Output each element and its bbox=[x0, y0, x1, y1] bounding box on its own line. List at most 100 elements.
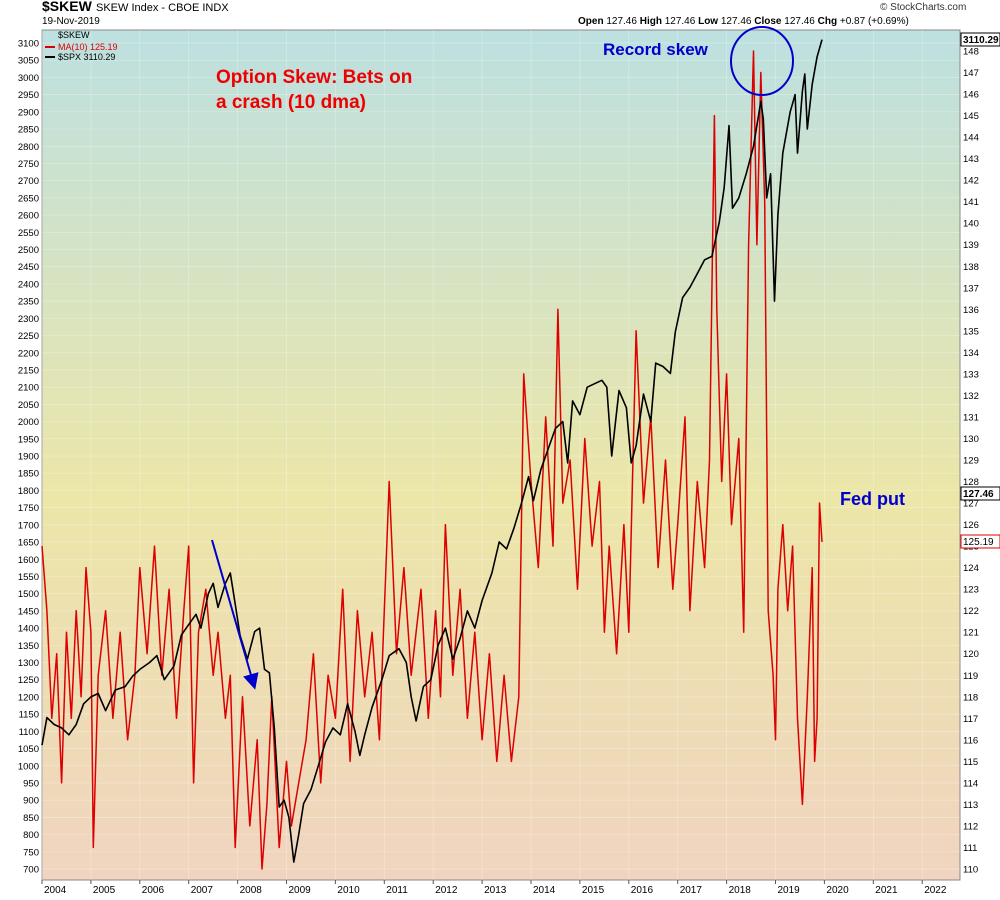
annotation-fed-put: Fed put bbox=[840, 489, 905, 509]
ma-price-tag-box bbox=[960, 534, 1000, 549]
x-tick-label: 2011 bbox=[386, 885, 408, 896]
left-tick-label: 1350 bbox=[18, 641, 39, 652]
chg-label: Chg bbox=[817, 16, 838, 27]
ohlc-readout: Open 127.46 High 127.46 Low 127.46 Close… bbox=[578, 16, 909, 27]
legend-title: $SKEW bbox=[58, 30, 90, 40]
left-tick-label: 2750 bbox=[18, 159, 39, 170]
series-layer bbox=[41, 39, 823, 870]
spx-price-tag: 3110.29 bbox=[963, 35, 999, 46]
left-tick-label: 1150 bbox=[19, 710, 39, 721]
left-tick-label: 3100 bbox=[18, 39, 39, 50]
chg-value: +0.87 (+0.69%) bbox=[839, 16, 909, 27]
right-tick-label: 132 bbox=[963, 391, 979, 402]
left-axis: 700 750 800 850 900 950 1000 1050 1100 1150 1200 12… bbox=[18, 39, 39, 876]
right-tick-label: 144 bbox=[963, 133, 979, 144]
right-tick-label: 111 bbox=[963, 843, 977, 854]
left-tick-label: 2800 bbox=[18, 142, 39, 153]
left-tick-label: 2100 bbox=[18, 383, 39, 394]
left-tick-label: 1200 bbox=[18, 692, 39, 703]
record-skew-circle bbox=[730, 26, 794, 96]
left-tick-label: 1300 bbox=[18, 658, 39, 669]
left-tick-label: 2450 bbox=[18, 262, 39, 273]
right-tick-label: 114 bbox=[963, 778, 978, 789]
right-tick-label: 118 bbox=[963, 692, 978, 703]
left-tick-label: 1550 bbox=[18, 572, 39, 583]
right-axis: 110 111 112 113 114 115 116 117 118 119 120 121 122 1… bbox=[963, 47, 979, 876]
left-tick-label: 2300 bbox=[18, 314, 39, 325]
x-tick-label: 2008 bbox=[240, 885, 263, 896]
right-tick-label: 121 bbox=[963, 628, 979, 639]
close-value: 127.46 bbox=[784, 16, 815, 27]
left-tick-label: 2850 bbox=[18, 125, 39, 136]
right-tick-label: 117 bbox=[963, 714, 978, 725]
x-tick-label: 2014 bbox=[533, 885, 556, 896]
ma-price-tag: 125.19 bbox=[963, 537, 994, 548]
left-tick-label: 2250 bbox=[18, 331, 39, 342]
right-tick-label: 138 bbox=[963, 262, 979, 273]
symbol-label: $SKEW bbox=[42, 0, 92, 14]
left-tick-label: 2700 bbox=[18, 176, 39, 187]
left-tick-label: 2150 bbox=[18, 365, 39, 376]
x-tick-label: 2019 bbox=[778, 885, 801, 896]
left-tick-label: 1950 bbox=[18, 434, 39, 445]
high-value: 127.46 bbox=[664, 16, 696, 27]
left-tick-label: 700 bbox=[23, 865, 39, 876]
x-tick-label: 2012 bbox=[435, 885, 458, 896]
left-tick-label: 1800 bbox=[18, 486, 39, 497]
x-tick-label: 2007 bbox=[191, 885, 214, 896]
right-tick-label: 145 bbox=[963, 111, 979, 122]
annotation-record-skew: Record skew bbox=[603, 40, 709, 59]
right-tick-label: 127 bbox=[963, 499, 979, 510]
right-tick-label: 123 bbox=[963, 585, 979, 596]
left-tick-label: 1700 bbox=[18, 520, 39, 531]
right-tick-label: 129 bbox=[963, 456, 979, 467]
left-tick-label: 1900 bbox=[18, 452, 39, 463]
right-tick-label: 142 bbox=[963, 176, 979, 187]
left-tick-label: 2550 bbox=[18, 228, 39, 239]
left-tick-label: 3000 bbox=[18, 73, 39, 84]
annotation-title-line1: Option Skew: Bets on bbox=[216, 67, 412, 88]
right-tick-label: 135 bbox=[963, 326, 979, 337]
right-tick-label: 126 bbox=[963, 520, 979, 531]
right-tick-label: 113 bbox=[963, 800, 978, 811]
plot-background bbox=[41, 29, 961, 881]
right-tick-label: 143 bbox=[963, 154, 979, 165]
x-tick-label: 2017 bbox=[680, 885, 703, 896]
x-tick-label: 2004 bbox=[44, 885, 67, 896]
left-tick-label: 1400 bbox=[18, 624, 39, 635]
x-tick-label: 2018 bbox=[729, 885, 752, 896]
right-tick-label: 122 bbox=[963, 606, 979, 617]
left-tick-label: 2050 bbox=[18, 400, 39, 411]
right-tick-label: 119 bbox=[963, 671, 978, 682]
right-tick-label: 133 bbox=[963, 369, 979, 380]
right-tick-label: 148 bbox=[963, 47, 979, 58]
index-name: SKEW Index - CBOE INDX bbox=[96, 2, 229, 14]
annotations: Option Skew: Bets on a crash (10 dma) Re… bbox=[211, 26, 905, 690]
left-tick-label: 1850 bbox=[18, 469, 39, 480]
open-value: 127.46 bbox=[606, 16, 637, 27]
left-tick-label: 2900 bbox=[18, 107, 39, 118]
skew-price-tag: 127.46 bbox=[963, 489, 994, 500]
left-tick-label: 850 bbox=[23, 813, 39, 824]
right-tick-label: 120 bbox=[963, 649, 979, 660]
right-tick-label: 146 bbox=[963, 90, 979, 101]
left-tick-label: 750 bbox=[23, 847, 39, 858]
left-tick-label: 1650 bbox=[18, 538, 39, 549]
x-tick-label: 2020 bbox=[826, 885, 849, 896]
left-tick-label: 2500 bbox=[18, 245, 39, 256]
x-tick-label: 2013 bbox=[484, 885, 507, 896]
right-tick-label: 140 bbox=[963, 219, 979, 230]
left-tick-label: 1050 bbox=[18, 744, 39, 755]
left-tick-label: 950 bbox=[23, 778, 39, 789]
annotation-arrow bbox=[211, 539, 259, 690]
left-tick-label: 2650 bbox=[18, 193, 39, 204]
left-tick-label: 1500 bbox=[18, 589, 39, 600]
left-tick-label: 2400 bbox=[18, 279, 39, 290]
price-tags: 3110.29 127.46 125.19 bbox=[960, 32, 1000, 549]
right-tick-label: 116 bbox=[963, 735, 978, 746]
grid bbox=[41, 30, 960, 880]
left-tick-label: 1450 bbox=[18, 606, 39, 617]
left-tick-label: 2600 bbox=[18, 211, 39, 222]
x-tick-label: 2009 bbox=[289, 885, 312, 896]
